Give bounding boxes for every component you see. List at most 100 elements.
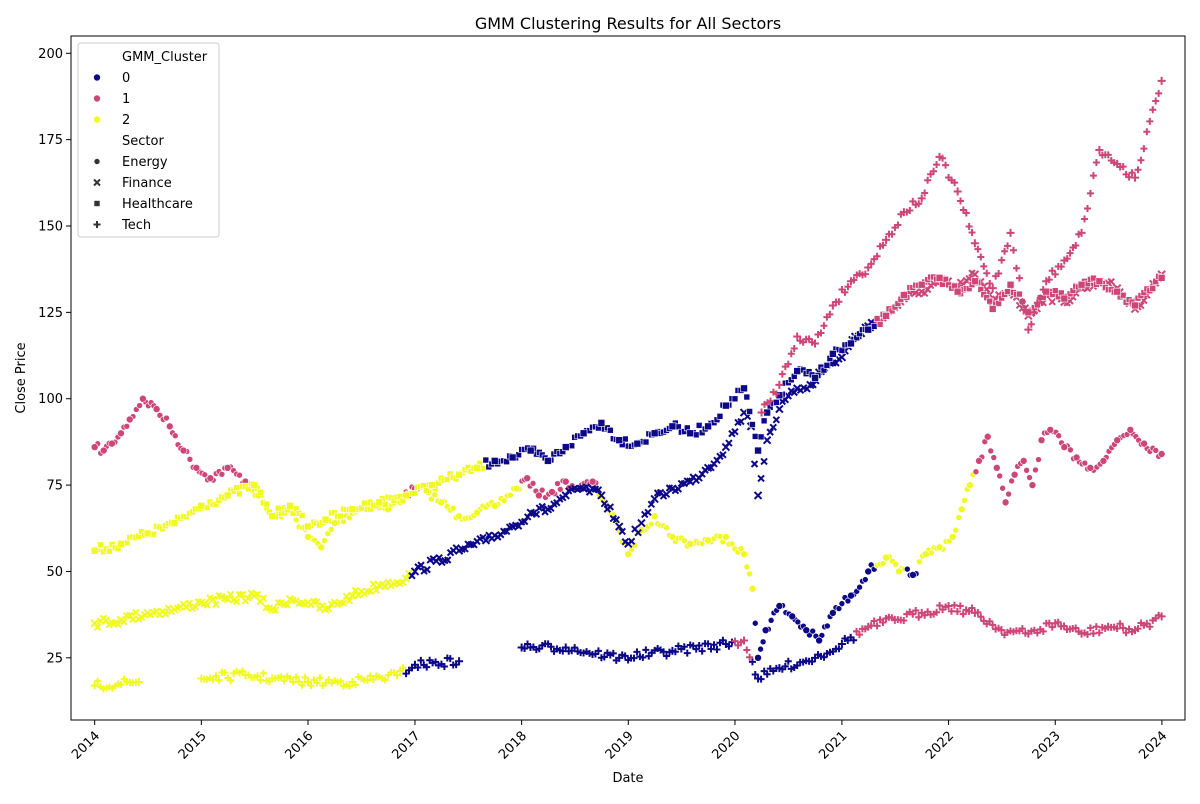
data-point xyxy=(935,274,944,282)
data-point xyxy=(873,315,881,322)
data-point xyxy=(417,656,425,664)
data-point xyxy=(904,565,911,573)
data-point xyxy=(263,500,270,508)
data-point xyxy=(710,641,718,649)
data-point xyxy=(1004,242,1012,250)
data-point xyxy=(637,518,646,528)
data-point xyxy=(250,481,259,489)
data-point xyxy=(612,516,620,524)
data-point xyxy=(594,647,602,655)
data-point xyxy=(455,657,464,666)
legend-sector-label: Finance xyxy=(122,176,172,191)
data-point xyxy=(1072,453,1081,462)
data-point xyxy=(340,518,347,525)
data-point xyxy=(847,591,855,600)
data-point xyxy=(794,618,802,626)
data-point xyxy=(508,453,517,462)
data-point xyxy=(402,491,410,500)
data-point xyxy=(642,646,650,654)
data-point xyxy=(716,413,724,420)
data-point xyxy=(1019,457,1028,465)
data-point xyxy=(722,533,730,541)
data-point xyxy=(1015,274,1023,282)
data-point xyxy=(1067,446,1074,454)
data-point xyxy=(99,446,108,455)
data-point xyxy=(917,608,926,617)
data-point xyxy=(1004,288,1011,295)
data-point xyxy=(624,550,633,558)
data-point xyxy=(879,619,887,627)
data-point xyxy=(1055,432,1062,440)
data-point xyxy=(876,321,884,328)
data-point xyxy=(740,636,749,645)
data-point xyxy=(117,540,125,548)
data-point xyxy=(443,556,452,564)
data-point xyxy=(123,423,131,430)
data-point xyxy=(660,648,668,656)
data-point xyxy=(1018,298,1026,306)
data-point xyxy=(953,287,962,296)
data-point xyxy=(221,669,229,677)
data-point xyxy=(191,603,200,611)
data-point xyxy=(695,422,703,429)
data-point xyxy=(763,670,771,678)
data-point xyxy=(686,429,695,438)
y-tick-label: 100 xyxy=(38,392,63,407)
data-point xyxy=(811,374,819,382)
data-point xyxy=(864,263,873,272)
data-point xyxy=(892,560,899,568)
data-point xyxy=(835,605,843,612)
data-point xyxy=(129,615,137,624)
data-point xyxy=(650,512,659,520)
data-point xyxy=(1107,277,1115,286)
data-point xyxy=(1048,267,1056,275)
data-point xyxy=(1039,627,1047,635)
legend-sector-swatch xyxy=(93,221,101,228)
data-point xyxy=(806,380,815,390)
data-point xyxy=(1131,626,1140,635)
data-point xyxy=(609,649,617,657)
data-point xyxy=(369,676,377,684)
data-point xyxy=(547,643,555,651)
data-point xyxy=(704,536,712,545)
data-point xyxy=(1146,117,1154,125)
data-point xyxy=(692,645,700,653)
data-point xyxy=(977,253,985,261)
data-point xyxy=(870,617,878,625)
data-point xyxy=(1131,173,1140,182)
data-point xyxy=(218,471,226,478)
data-point xyxy=(762,435,772,445)
data-point xyxy=(544,457,552,465)
data-point xyxy=(236,471,243,479)
data-point xyxy=(792,384,802,393)
data-point xyxy=(648,520,655,528)
data-point xyxy=(520,517,529,526)
data-point xyxy=(134,678,143,686)
y-tick-label: 75 xyxy=(46,479,63,494)
data-point xyxy=(855,631,863,639)
data-point xyxy=(961,497,968,504)
x-tick-label: 2019 xyxy=(603,729,637,763)
data-point xyxy=(748,658,756,666)
data-point xyxy=(970,608,979,617)
data-point xyxy=(912,606,920,614)
data-point xyxy=(686,540,695,548)
data-point xyxy=(787,350,795,358)
data-point xyxy=(197,598,206,607)
data-point xyxy=(292,673,300,681)
data-point xyxy=(837,353,847,362)
data-point xyxy=(861,270,869,278)
data-point xyxy=(650,494,659,504)
data-point xyxy=(704,422,712,431)
data-point xyxy=(894,221,902,229)
data-point xyxy=(1089,172,1097,180)
data-point xyxy=(621,652,629,660)
data-point xyxy=(339,599,348,607)
x-tick-label: 2015 xyxy=(176,729,210,763)
data-point xyxy=(953,187,962,196)
data-point xyxy=(1018,625,1026,633)
data-point xyxy=(1077,280,1086,289)
data-point xyxy=(751,433,759,440)
data-point xyxy=(227,677,235,685)
